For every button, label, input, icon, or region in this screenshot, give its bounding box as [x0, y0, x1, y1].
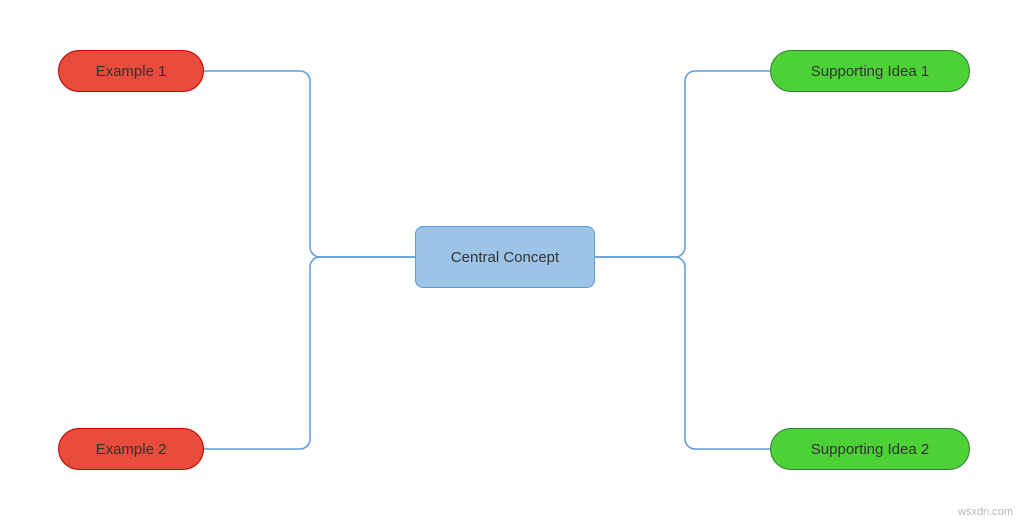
left-node-0-label: Example 1: [96, 63, 167, 80]
central-concept-node: Central Concept: [415, 226, 595, 288]
right-node-1-label: Supporting Idea 2: [811, 441, 929, 458]
central-concept-label: Central Concept: [451, 249, 559, 266]
left-node-1: Example 2: [58, 428, 204, 470]
right-node-0-label: Supporting Idea 1: [811, 63, 929, 80]
left-node-1-label: Example 2: [96, 441, 167, 458]
right-node-0: Supporting Idea 1: [770, 50, 970, 92]
right-node-1: Supporting Idea 2: [770, 428, 970, 470]
left-node-0: Example 1: [58, 50, 204, 92]
watermark-text: wsxdn.com: [958, 506, 1013, 518]
